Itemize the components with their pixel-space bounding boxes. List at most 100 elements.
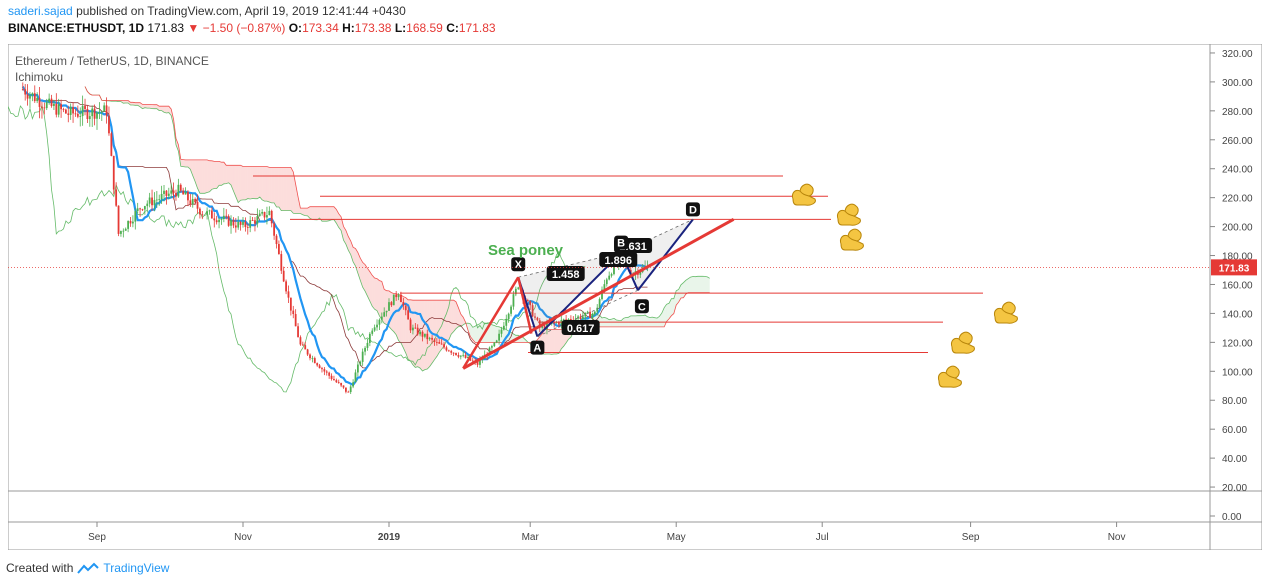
down-arrow-icon: ▼ (187, 21, 200, 35)
pattern-point-marker[interactable] (614, 235, 629, 250)
candle-body (378, 319, 381, 325)
candle-body (569, 319, 572, 321)
trend-line[interactable] (462, 218, 735, 370)
candle-body (428, 337, 431, 340)
candle-body (409, 319, 412, 331)
y-tick-label: 260.00 (1222, 136, 1253, 147)
candle-body (261, 212, 264, 214)
ichimoku-cloud-segment (348, 236, 351, 255)
ichimoku-cloud-segment (219, 161, 222, 186)
chart-frame[interactable]: Ethereum / TetherUS, 1D, BINANCE Ichimok… (0, 43, 1263, 551)
candle-body (598, 299, 601, 308)
ichimoku-cloud-segment (338, 213, 342, 231)
candle-body (445, 347, 448, 351)
candle-body (459, 355, 462, 357)
candle-body (313, 358, 316, 364)
candle-body (163, 190, 165, 194)
ichimoku-cloud-segment (238, 165, 241, 203)
author-link[interactable]: saderi.sajad (8, 4, 73, 18)
ichimoku-cloud-segment (331, 206, 334, 220)
candle-body (165, 190, 168, 196)
price-chart[interactable]: Ethereum / TetherUS, 1D, BINANCE Ichimok… (0, 43, 1263, 551)
candle-body (608, 275, 611, 280)
ichimoku-cloud-segment (475, 324, 478, 343)
y-tick-label: 300.00 (1222, 78, 1253, 89)
pattern-point-label: X (515, 259, 523, 271)
candle-body (318, 365, 321, 369)
ichimoku-cloud-segment (477, 323, 480, 343)
ichimoku-cloud-segment (659, 313, 662, 327)
candle-body (218, 219, 220, 223)
publish-header: saderi.sajad published on TradingView.co… (8, 4, 406, 18)
candle-body (24, 89, 27, 95)
candle-body (359, 361, 362, 365)
candle-body (385, 310, 388, 313)
ichimoku-cloud-segment (185, 159, 188, 167)
candle-body (342, 385, 345, 388)
tradingview-link[interactable]: TradingView (103, 561, 170, 575)
ichimoku-cloud-segment (467, 323, 471, 337)
ichimoku-cloud-segment (613, 318, 617, 327)
ichimoku-cloud-segment (669, 298, 672, 319)
candle-body (141, 209, 144, 211)
candle-body (26, 94, 29, 99)
ichimoku-cloud-segment (286, 167, 289, 211)
ichimoku-cloud-segment (642, 315, 646, 327)
candle-body (208, 210, 211, 212)
ichimoku-cloud-segment (262, 166, 265, 202)
ichimoku-cloud-segment (456, 301, 459, 329)
candle-body (493, 342, 496, 347)
candle-body (311, 358, 314, 359)
ichimoku-cloud-segment (183, 159, 186, 167)
ichimoku-cloud-segment (166, 106, 169, 113)
ichimoku-cloud-segment (360, 258, 363, 288)
ichimoku-cloud-segment (546, 329, 550, 354)
candle-body (601, 289, 603, 300)
ichimoku-cloud-segment (666, 303, 670, 322)
candle-body (440, 343, 443, 345)
ichimoku-cloud-segment (412, 300, 416, 368)
ichimoku-cloud-segment (341, 216, 344, 241)
ichimoku-cloud-segment (685, 278, 689, 295)
ichimoku-cloud-segment (403, 296, 406, 353)
ichimoku-cloud-segment (494, 325, 497, 343)
pattern-point-marker[interactable] (530, 340, 545, 355)
candle-body (36, 97, 39, 102)
pattern-point-marker[interactable] (685, 202, 700, 217)
y-tick-label: 160.00 (1222, 280, 1253, 291)
ichimoku-cloud-segment (269, 167, 272, 203)
candle-body (275, 235, 278, 245)
candle-body (452, 352, 455, 354)
ichimoku-cloud-segment (209, 160, 212, 192)
candle-body (412, 327, 414, 331)
ichimoku-cloud-segment (422, 300, 425, 372)
candle-body (132, 221, 134, 224)
ichimoku-cloud-segment (544, 329, 547, 355)
ichimoku-cloud-segment (633, 315, 636, 327)
candle-body (309, 354, 311, 359)
candle-body (366, 342, 369, 348)
candle-body (64, 109, 67, 114)
ichimoku-cloud-segment (673, 290, 677, 314)
candle-body (196, 202, 199, 209)
candle-body (191, 198, 194, 205)
ichimoku-cloud-segment (690, 276, 693, 293)
candle-body (596, 307, 599, 312)
ichimoku-cloud-segment (187, 159, 191, 170)
candle-body (129, 220, 132, 224)
published-text: published on TradingView.com, April 19, … (76, 4, 406, 18)
ichimoku-cloud-segment (523, 337, 526, 343)
candle-body (423, 333, 426, 337)
pattern-point-marker[interactable] (634, 299, 649, 314)
ichimoku-cloud-segment (266, 166, 270, 202)
candle-body (507, 313, 510, 320)
ichimoku-cloud-segment (609, 319, 612, 327)
pattern-leg-cd[interactable] (637, 218, 694, 291)
ichimoku-cloud-segment (250, 166, 253, 200)
ichimoku-cloud-segment (635, 315, 638, 327)
trend-line-impulse[interactable] (462, 276, 520, 370)
trend-line-impulse[interactable] (517, 276, 533, 334)
candle-body (103, 105, 106, 112)
ichimoku-cloud-segment (704, 276, 708, 293)
ichimoku-cloud-segment (472, 326, 476, 343)
